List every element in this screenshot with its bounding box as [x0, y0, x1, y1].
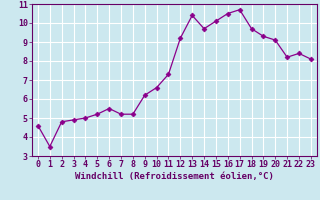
X-axis label: Windchill (Refroidissement éolien,°C): Windchill (Refroidissement éolien,°C): [75, 172, 274, 181]
